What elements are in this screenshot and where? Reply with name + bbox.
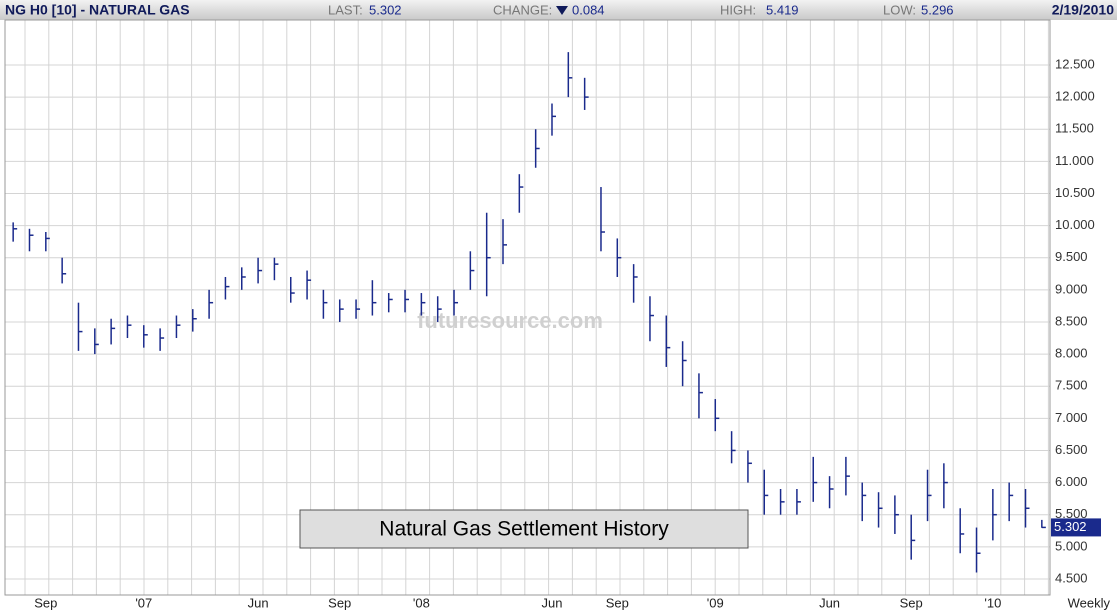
grid xyxy=(5,20,1050,595)
chart-title: NG H0 [10] - NATURAL GAS xyxy=(5,2,190,18)
y-tick-label: 5.500 xyxy=(1055,506,1088,521)
stat-value: 5.296 xyxy=(921,2,954,17)
y-tick-label: 9.000 xyxy=(1055,281,1088,296)
x-tick-label: Sep xyxy=(328,595,351,610)
y-tick-label: 5.000 xyxy=(1055,538,1088,553)
stat-value: 0.084 xyxy=(572,2,605,17)
y-tick-label: 4.500 xyxy=(1055,570,1088,585)
y-tick-label: 10.500 xyxy=(1055,185,1095,200)
x-tick-label: '08 xyxy=(413,595,430,610)
x-tick-label: Jun xyxy=(248,595,269,610)
y-tick-label: 10.000 xyxy=(1055,217,1095,232)
header-bar xyxy=(0,0,1117,20)
stat-value: 5.419 xyxy=(766,2,799,17)
x-tick-label: Jun xyxy=(819,595,840,610)
x-tick-label: Jun xyxy=(542,595,563,610)
x-tick-label: Sep xyxy=(34,595,57,610)
y-tick-label: 12.000 xyxy=(1055,89,1095,104)
y-tick-label: 7.500 xyxy=(1055,378,1088,393)
period-label: Weekly xyxy=(1068,595,1111,610)
y-tick-label: 7.000 xyxy=(1055,410,1088,425)
x-tick-label: '10 xyxy=(984,595,1001,610)
plot-border xyxy=(4,19,1051,596)
stat-label: CHANGE: xyxy=(493,2,552,17)
bars xyxy=(12,52,1046,573)
y-tick-label: 8.000 xyxy=(1055,346,1088,361)
annotation-box xyxy=(299,509,749,549)
stat-label: LAST: xyxy=(328,2,363,17)
down-arrow xyxy=(556,6,568,15)
x-tick-label: Sep xyxy=(606,595,629,610)
x-tick-label: '07 xyxy=(135,595,152,610)
stat-label: HIGH: xyxy=(720,2,756,17)
annotation: Natural Gas Settlement History xyxy=(379,518,669,541)
y-tick-label: 8.500 xyxy=(1055,313,1088,328)
stat-label: LOW: xyxy=(883,2,916,17)
chart-date: 2/19/2010 xyxy=(1052,2,1114,18)
y-tick-label: 11.500 xyxy=(1055,121,1094,136)
y-tick-label: 11.000 xyxy=(1055,153,1094,168)
watermark: futuresource.com xyxy=(417,308,603,333)
y-tick-label: 12.500 xyxy=(1055,56,1095,71)
stat-value: 5.302 xyxy=(369,2,402,17)
y-tick-label: 9.500 xyxy=(1055,249,1088,264)
y-tick-label: 6.000 xyxy=(1055,474,1088,489)
last-price-label: 5.302 xyxy=(1054,519,1087,534)
y-tick-label: 6.500 xyxy=(1055,442,1088,457)
x-tick-label: Sep xyxy=(900,595,923,610)
x-tick-label: '09 xyxy=(707,595,724,610)
last-price-box xyxy=(1051,518,1101,537)
